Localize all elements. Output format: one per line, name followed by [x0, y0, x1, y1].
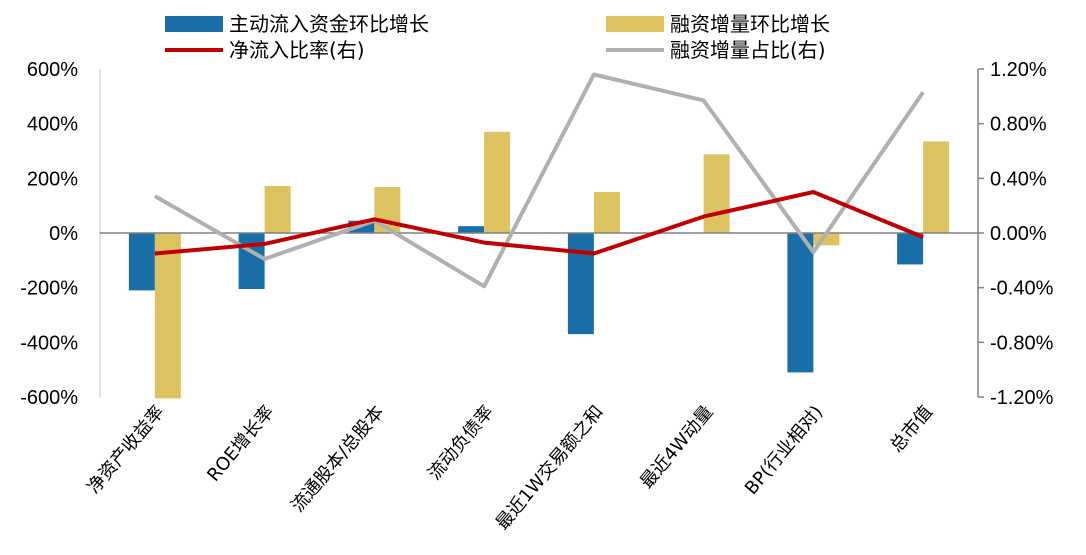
legend-label-3: 融资增量占比(右)	[670, 38, 826, 62]
y-right-tick-label: 0.40%	[990, 168, 1047, 190]
y-right-tick-label: 0.00%	[990, 223, 1047, 245]
bar-active-inflow-1	[238, 233, 265, 290]
bar-active-inflow-4	[567, 233, 594, 335]
y-left-tick-label: -600%	[20, 387, 78, 409]
y-left-tick-label: 600%	[27, 59, 78, 81]
x-category-label: BP(行业相对)	[741, 402, 827, 499]
legend-swatch-1	[606, 16, 664, 32]
y-left-tick-label: 200%	[27, 168, 78, 190]
legend-label-0: 主动流入资金环比增长	[229, 12, 429, 36]
bar-margin-increase-7	[923, 141, 950, 233]
x-category-label: 流动负债率	[424, 402, 498, 484]
line-net-inflow-ratio	[154, 190, 924, 256]
x-category-label: 流通股本/总股本	[287, 402, 388, 517]
bar-margin-increase-4	[593, 192, 620, 233]
x-category-label: 最近1W交易额之和	[492, 402, 608, 534]
x-category-label: ROE增长率	[203, 402, 278, 486]
y-right-tick-label: 1.20%	[990, 59, 1047, 81]
bar-margin-increase-3	[484, 131, 511, 233]
y-left-tick-label: -200%	[20, 278, 78, 300]
y-left-tick-label: 400%	[27, 114, 78, 136]
bar-margin-increase-0	[154, 233, 181, 399]
line-margin-share	[153, 72, 925, 289]
y-left-tick-label: -400%	[20, 332, 78, 354]
y-right-tick-label: -0.80%	[990, 332, 1054, 354]
y-right-tick-label: -0.40%	[990, 278, 1054, 300]
legend-swatch-0	[165, 16, 223, 32]
legend-label-2: 净流入比率(右)	[229, 38, 365, 62]
bar-active-inflow-3	[458, 226, 485, 233]
bar-margin-increase-1	[264, 185, 291, 233]
bar-margin-increase-2	[374, 187, 401, 233]
bar-active-inflow-0	[128, 233, 155, 291]
y-right-tick-label: 0.80%	[990, 114, 1047, 136]
bar-active-inflow-7	[897, 233, 924, 265]
bar-margin-increase-5	[703, 154, 730, 233]
x-category-label: 净资产收益率	[83, 402, 169, 498]
bar-active-inflow-6	[787, 233, 814, 373]
legend-label-1: 融资增量环比增长	[670, 12, 830, 36]
y-right-tick-label: -1.20%	[990, 387, 1054, 409]
x-category-label: 最近4W动量	[636, 402, 717, 493]
y-left-tick-label: 0%	[49, 223, 78, 245]
x-category-label: 总市值	[886, 402, 937, 457]
